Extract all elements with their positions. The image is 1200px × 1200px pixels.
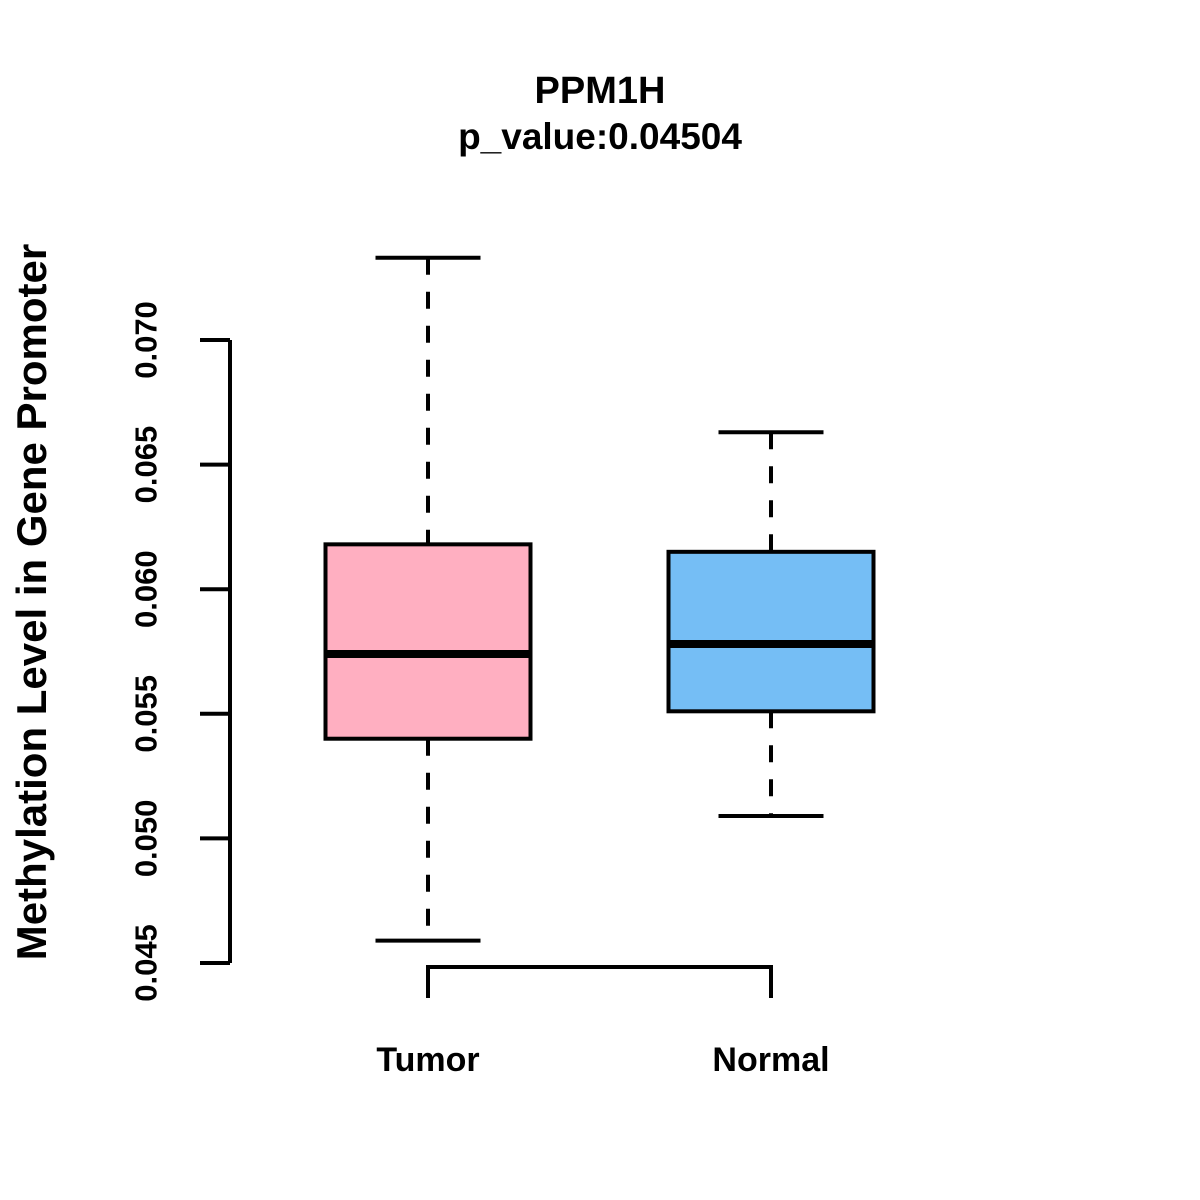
- y-tick-label: 0.055: [129, 675, 164, 753]
- y-tick-label: 0.045: [129, 924, 164, 1002]
- chart-subtitle: p_value:0.04504: [458, 116, 742, 157]
- y-tick-label: 0.070: [129, 301, 164, 379]
- y-tick-label: 0.060: [129, 550, 164, 628]
- chart-title: PPM1H: [534, 70, 666, 112]
- y-tick-label: 0.065: [129, 426, 164, 504]
- x-category-label-normal: Normal: [712, 1041, 829, 1079]
- box-normal: [666, 549, 876, 714]
- y-tick-label: 0.050: [129, 800, 164, 878]
- x-axis-bracket: [426, 965, 773, 998]
- x-category-label-tumor: Tumor: [376, 1041, 479, 1079]
- box-tumor: [323, 542, 533, 741]
